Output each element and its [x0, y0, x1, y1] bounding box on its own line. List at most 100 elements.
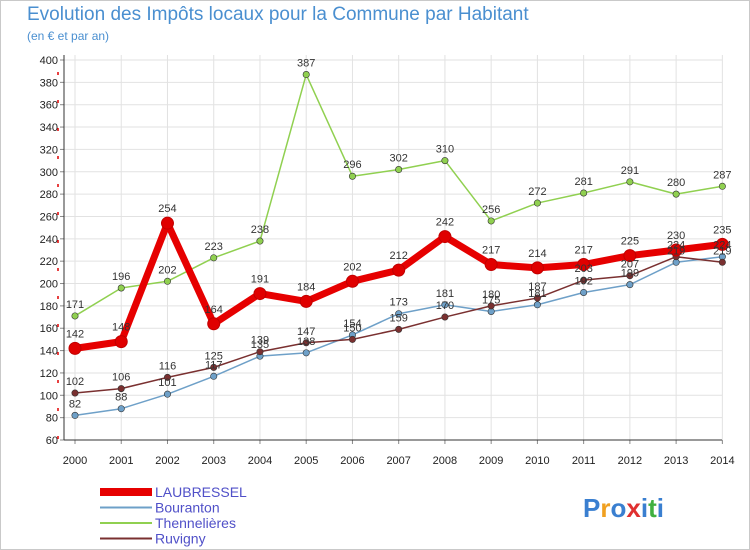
data-label-ruvigny: 170: [436, 300, 454, 312]
data-label-laubressel: 230: [667, 230, 685, 242]
data-point-bouranton: [71, 411, 79, 419]
y-tick-label: 160: [40, 323, 58, 335]
data-label-ruvigny: 147: [297, 326, 315, 338]
data-label-thenneli-res: 281: [574, 176, 592, 188]
y-tick-label: 340: [40, 122, 58, 134]
x-tick-label: 2013: [664, 455, 688, 467]
data-label-bouranton: 199: [621, 268, 639, 280]
data-point-thenneli-res: [533, 199, 541, 207]
data-point-laubressel: [484, 258, 498, 272]
data-label-thenneli-res: 238: [251, 224, 269, 236]
data-label-thenneli-res: 272: [528, 186, 546, 198]
data-point-ruvigny: [718, 258, 726, 266]
data-label-ruvigny: 159: [390, 312, 408, 324]
x-tick-label: 2002: [155, 455, 179, 467]
y-tick-label: 300: [40, 167, 58, 179]
data-point-ruvigny: [348, 335, 356, 343]
x-tick-label: 2005: [294, 455, 318, 467]
data-label-bouranton: 173: [390, 297, 408, 309]
data-point-bouranton: [626, 281, 634, 289]
data-point-bouranton: [302, 349, 310, 357]
data-point-ruvigny: [580, 276, 588, 284]
x-tick-label: 2007: [386, 455, 410, 467]
y-tick-label: 120: [40, 368, 58, 380]
y-tick-label: 180: [40, 301, 58, 313]
data-label-thenneli-res: 296: [343, 159, 361, 171]
data-point-thenneli-res: [672, 190, 680, 198]
data-label-bouranton: 135: [251, 339, 269, 351]
x-tick-label: 2001: [109, 455, 133, 467]
data-label-laubressel: 217: [482, 245, 500, 257]
data-label-bouranton: 154: [343, 318, 361, 330]
data-point-bouranton: [210, 372, 218, 380]
data-label-thenneli-res: 256: [482, 204, 500, 216]
data-point-ruvigny: [487, 302, 495, 310]
data-point-laubressel: [623, 249, 637, 263]
data-point-thenneli-res: [718, 182, 726, 190]
data-point-laubressel: [345, 274, 359, 288]
data-label-bouranton: 82: [69, 398, 81, 410]
data-label-thenneli-res: 302: [390, 153, 408, 165]
data-point-bouranton: [580, 288, 588, 296]
x-tick-label: 2011: [572, 455, 596, 467]
y-tick-label: 240: [40, 234, 58, 246]
data-label-laubressel: 202: [343, 261, 361, 273]
data-point-ruvigny: [533, 294, 541, 302]
data-point-thenneli-res: [348, 172, 356, 180]
data-label-bouranton: 88: [115, 392, 127, 404]
data-point-laubressel: [438, 230, 452, 244]
x-tick-label: 2006: [340, 455, 364, 467]
data-label-ruvigny: 125: [205, 350, 223, 362]
data-label-ruvigny: 219: [713, 245, 731, 257]
data-label-bouranton: 117: [205, 359, 223, 371]
chart-subtitle: (en € et par an): [27, 29, 110, 43]
data-label-thenneli-res: 202: [158, 264, 176, 276]
legend-label-bouranton: Bouranton: [155, 500, 220, 516]
data-point-laubressel: [68, 341, 82, 355]
data-point-bouranton: [395, 310, 403, 318]
data-label-ruvigny: 102: [66, 376, 84, 388]
data-label-bouranton: 175: [482, 294, 500, 306]
x-tick-label: 2000: [63, 455, 87, 467]
data-point-laubressel: [577, 258, 591, 272]
data-label-ruvigny: 207: [621, 259, 639, 271]
data-label-ruvigny: 116: [159, 360, 177, 372]
data-point-laubressel: [715, 237, 729, 251]
data-point-thenneli-res: [210, 254, 218, 262]
data-point-thenneli-res: [441, 157, 449, 165]
y-tick-label: 200: [40, 279, 58, 291]
legend-label-laubressel: LAUBRESSEL: [155, 484, 247, 500]
data-point-laubressel: [392, 263, 406, 277]
data-label-laubressel: 217: [574, 245, 592, 257]
data-label-laubressel: 184: [297, 281, 315, 293]
data-label-bouranton: 181: [436, 288, 454, 300]
data-label-ruvigny: 224: [667, 240, 685, 252]
data-label-thenneli-res: 196: [112, 271, 130, 283]
x-tick-label: 2012: [618, 455, 642, 467]
x-tick-label: 2004: [248, 455, 272, 467]
data-point-ruvigny: [210, 363, 218, 371]
y-tick-label: 220: [40, 256, 58, 268]
y-tick-label: 140: [40, 346, 58, 358]
data-label-laubressel: 254: [158, 203, 176, 215]
data-point-ruvigny: [302, 339, 310, 347]
data-point-ruvigny: [163, 373, 171, 381]
data-label-bouranton: 101: [158, 377, 176, 389]
data-label-laubressel: 225: [621, 236, 639, 248]
y-tick-label: 260: [40, 211, 58, 223]
data-label-laubressel: 214: [528, 248, 546, 260]
data-point-bouranton: [533, 301, 541, 309]
x-tick-label: 2008: [433, 455, 457, 467]
proxiti-logo: Proxiti: [583, 493, 664, 523]
y-tick-label: 280: [40, 189, 58, 201]
data-label-ruvigny: 203: [574, 263, 592, 275]
data-label-laubressel: 191: [251, 274, 269, 286]
y-tick-label: 100: [40, 390, 58, 402]
data-point-thenneli-res: [395, 166, 403, 174]
data-point-laubressel: [160, 216, 174, 230]
y-tick-label: 80: [46, 413, 58, 425]
y-tick-label: 60: [46, 435, 58, 447]
data-point-thenneli-res: [256, 237, 264, 245]
chart-title: Evolution des Impôts locaux pour la Comm…: [27, 4, 529, 25]
